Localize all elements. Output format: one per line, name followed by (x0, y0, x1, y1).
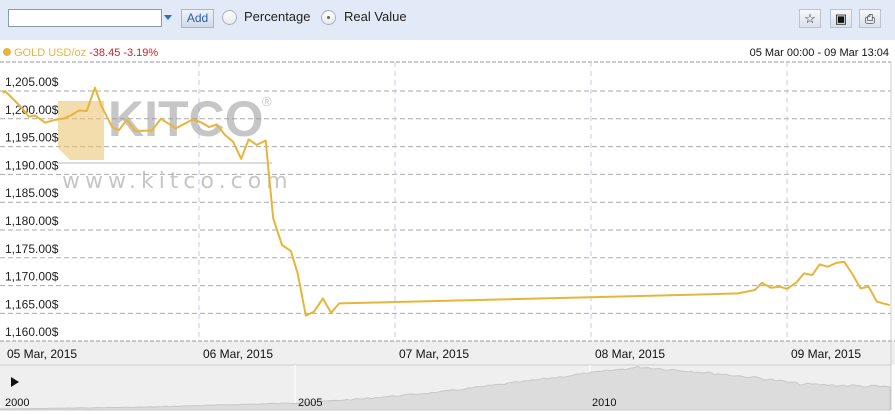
grid (0, 61, 891, 365)
y-tick-label: 1,170.00$ (5, 270, 59, 284)
chevron-down-icon[interactable] (164, 15, 172, 20)
percentage-radio[interactable] (222, 10, 237, 25)
x-tick-label: 08 Mar, 2015 (595, 347, 665, 361)
real-value-radio[interactable] (321, 10, 336, 25)
toolbar: Add Percentage Real Value ☆ ▣ ⎙ (0, 0, 895, 40)
watermark-brand: KITCO (108, 91, 264, 147)
x-axis: 05 Mar, 2015 06 Mar, 2015 07 Mar, 2015 08 M… (7, 347, 861, 361)
date-range: 05 Mar 00:00 - 09 Mar 13:04 (749, 47, 889, 59)
kitco-watermark: KITCO ® www.kitco.com (58, 91, 293, 194)
play-icon[interactable] (11, 377, 19, 387)
navigator-history-area (0, 365, 891, 411)
print-icon[interactable]: ⎙ (859, 9, 881, 28)
series-color-dot (3, 48, 11, 56)
y-axis: 1,160.00$ 1,165.00$ 1,170.00$ 1,175.00$ 1,18… (5, 75, 59, 339)
navigator-year-label: 2005 (298, 397, 322, 409)
y-tick-label: 1,200.00$ (5, 103, 59, 117)
y-tick-label: 1,205.00$ (5, 75, 59, 89)
y-tick-label: 1,180.00$ (5, 214, 59, 228)
legend-change: -38.45 (89, 47, 121, 59)
x-tick-label: 05 Mar, 2015 (7, 347, 77, 361)
legend: GOLD USD/oz -38.45 -3.19% (3, 47, 158, 59)
percentage-label: Percentage (244, 9, 311, 24)
legend-series-name: GOLD USD/oz (14, 47, 87, 59)
x-axis-strip (0, 341, 895, 365)
real-value-label: Real Value (344, 9, 407, 24)
y-tick-label: 1,165.00$ (5, 297, 59, 311)
y-tick-label: 1,175.00$ (5, 242, 59, 256)
series-points (2, 87, 890, 316)
y-tick-label: 1,195.00$ (5, 131, 59, 145)
x-tick-label: 06 Mar, 2015 (203, 347, 273, 361)
x-tick-label: 07 Mar, 2015 (399, 347, 469, 361)
watermark-url: www.kitco.com (62, 169, 293, 194)
x-tick-label: 09 Mar, 2015 (791, 347, 861, 361)
save-icon[interactable]: ▣ (830, 9, 852, 28)
series-line-gold (2, 86, 891, 317)
add-button[interactable]: Add (181, 9, 214, 28)
registered-mark: ® (262, 94, 272, 109)
symbol-input[interactable] (8, 9, 162, 27)
legend-change-pct: -3.19% (123, 47, 159, 59)
star-icon[interactable]: ☆ (799, 9, 821, 28)
navigator-year-label: 2000 (5, 397, 29, 409)
y-tick-label: 1,190.00$ (5, 158, 59, 172)
y-tick-label: 1,185.00$ (5, 186, 59, 200)
y-tick-label: 1,160.00$ (5, 325, 59, 339)
navigator-year-label: 2010 (592, 397, 616, 409)
